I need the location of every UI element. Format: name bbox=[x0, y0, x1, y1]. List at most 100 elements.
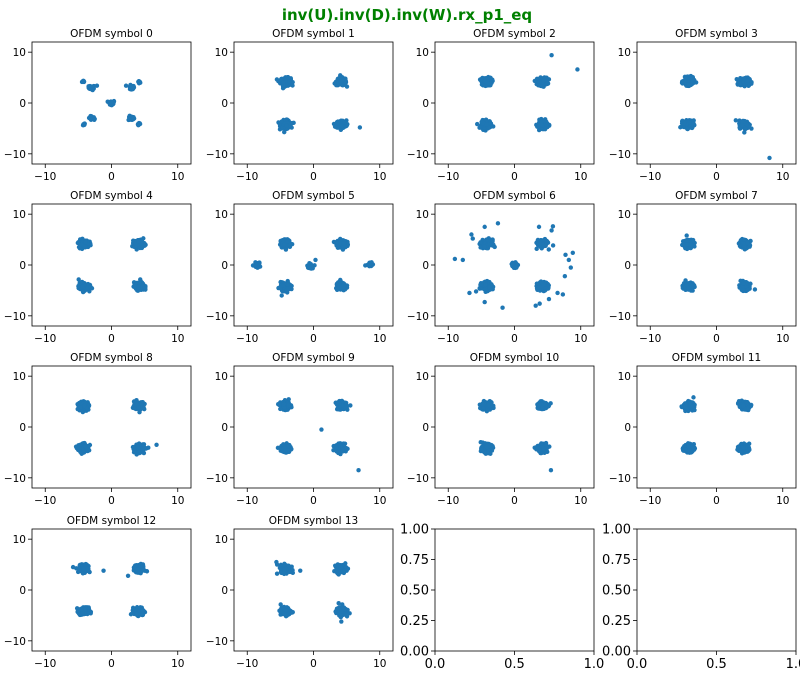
scatter-points bbox=[680, 233, 758, 294]
scatter-point bbox=[80, 79, 85, 84]
scatter-point bbox=[739, 123, 745, 128]
subplot-title: OFDM symbol 4 bbox=[70, 190, 153, 202]
scatter-point bbox=[482, 224, 487, 230]
constellation-cluster bbox=[332, 73, 350, 89]
scatter-points bbox=[75, 236, 148, 295]
x-tick-label: 0 bbox=[108, 333, 115, 345]
scatter-point bbox=[137, 409, 142, 415]
scatter-point bbox=[570, 250, 575, 255]
x-tick-label: 0 bbox=[511, 333, 518, 345]
scatter-point bbox=[286, 286, 291, 291]
scatter-point bbox=[745, 78, 751, 83]
subplot-title: OFDM symbol 8 bbox=[70, 352, 153, 364]
scatter-point bbox=[84, 286, 90, 291]
scatter-point bbox=[740, 119, 746, 125]
scatter-point bbox=[123, 83, 129, 88]
scatter-point bbox=[82, 244, 87, 249]
x-tick-label: 0 bbox=[511, 171, 518, 183]
scatter-point bbox=[335, 287, 340, 292]
x-tick-label: −10 bbox=[34, 171, 56, 183]
scatter-point bbox=[82, 444, 88, 449]
scatter-point bbox=[562, 273, 568, 279]
constellation-cluster bbox=[477, 236, 497, 251]
subplot-title: OFDM symbol 7 bbox=[675, 190, 758, 202]
axes-frame bbox=[434, 41, 595, 165]
scatter-point bbox=[285, 238, 291, 244]
scatter-point bbox=[282, 242, 287, 247]
x-tick-label: 0 bbox=[108, 171, 115, 183]
scatter-point bbox=[549, 53, 554, 58]
scatter-point bbox=[339, 78, 345, 83]
scatter-point bbox=[536, 79, 542, 84]
x-tick-label: 10 bbox=[373, 333, 386, 345]
scatter-point bbox=[767, 155, 772, 161]
scatter-point bbox=[749, 126, 754, 131]
constellation-cluster bbox=[79, 78, 87, 85]
scatter-point bbox=[335, 243, 341, 249]
constellation-cluster bbox=[86, 83, 97, 93]
constellation-cluster bbox=[80, 121, 87, 128]
y-tick-label: 0 bbox=[19, 260, 26, 272]
scatter-point bbox=[742, 130, 747, 135]
scatter-point bbox=[279, 293, 284, 298]
y-tick-label: −10 bbox=[4, 149, 26, 161]
scatter-point bbox=[533, 303, 538, 308]
constellation-cluster bbox=[509, 260, 521, 271]
scatter-point bbox=[280, 283, 286, 288]
scatter-point bbox=[682, 121, 687, 126]
scatter-point bbox=[744, 280, 750, 286]
scatter-point bbox=[307, 265, 312, 271]
scatter-point bbox=[745, 240, 750, 246]
scatter-point bbox=[341, 241, 346, 246]
scatter-point bbox=[484, 122, 490, 127]
axes-frame bbox=[636, 41, 797, 165]
scatter-point bbox=[82, 121, 87, 127]
scatter-point bbox=[284, 123, 289, 128]
scatter-point bbox=[678, 125, 683, 130]
subplot-title: OFDM symbol 5 bbox=[272, 190, 355, 202]
scatter-point bbox=[536, 224, 542, 230]
scatter-point bbox=[514, 265, 519, 270]
scatter-point bbox=[741, 76, 747, 82]
scatter-point bbox=[683, 278, 688, 283]
constellation-cluster bbox=[75, 399, 92, 415]
scatter-points bbox=[250, 236, 376, 298]
scatter-point bbox=[313, 257, 318, 263]
x-tick-label: 0 bbox=[713, 171, 720, 183]
scatter-point bbox=[575, 67, 580, 72]
scatter-point bbox=[460, 257, 466, 263]
scatter-point bbox=[560, 292, 566, 297]
scatter-point bbox=[541, 78, 546, 83]
scatter-point bbox=[482, 299, 487, 305]
constellation-cluster bbox=[250, 260, 263, 270]
scatter-point bbox=[154, 442, 159, 447]
y-tick-label: 10 bbox=[13, 47, 26, 59]
scatter-point bbox=[127, 117, 132, 122]
constellation-cluster bbox=[276, 278, 294, 295]
scatter-point bbox=[279, 76, 284, 82]
axes-frame bbox=[31, 365, 192, 489]
scatter-point bbox=[741, 240, 747, 246]
x-tick-label: 0 bbox=[310, 333, 317, 345]
scatter-point bbox=[282, 129, 287, 135]
scatter-points bbox=[452, 221, 575, 310]
scatter-point bbox=[500, 305, 505, 310]
scatter-point bbox=[86, 84, 91, 89]
scatter-point bbox=[550, 224, 556, 229]
x-tick-label: 0 bbox=[310, 171, 317, 183]
constellation-cluster bbox=[475, 117, 496, 133]
scatter-point bbox=[540, 84, 545, 89]
scatter-point bbox=[566, 257, 572, 263]
constellation-cluster bbox=[274, 74, 295, 91]
scatter-point bbox=[741, 287, 746, 293]
scatter-point bbox=[287, 242, 293, 247]
constellation-cluster bbox=[680, 278, 697, 293]
y-tick-label: 10 bbox=[215, 47, 228, 59]
scatter-point bbox=[287, 79, 292, 84]
scatter-point bbox=[550, 243, 556, 248]
scatter-point bbox=[136, 284, 141, 290]
